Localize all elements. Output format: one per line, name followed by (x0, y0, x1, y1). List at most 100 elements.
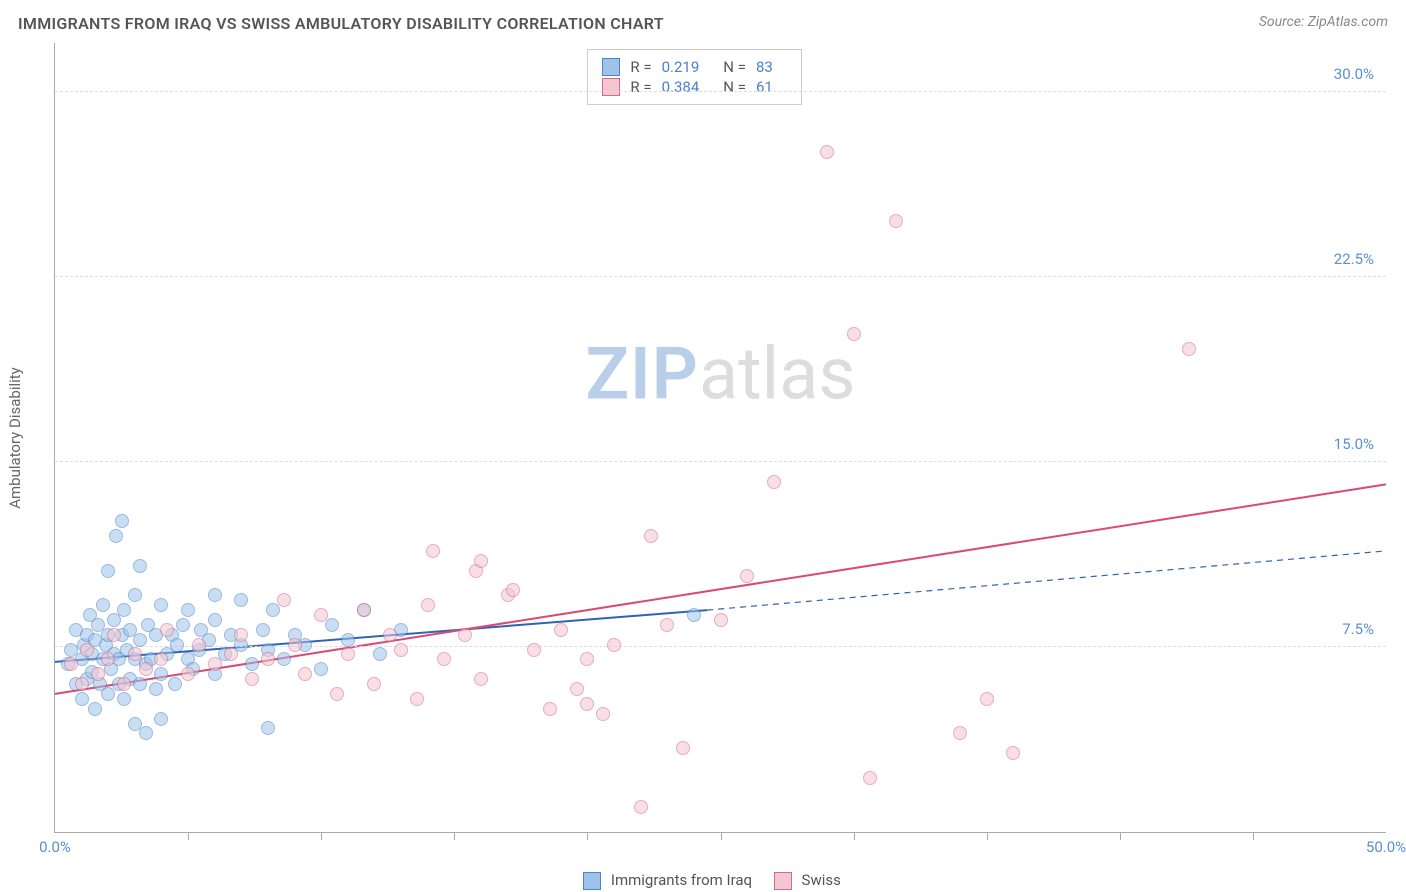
data-point (953, 726, 967, 740)
data-point (149, 682, 163, 696)
data-point (133, 677, 147, 691)
trend-lines (55, 43, 1386, 832)
data-point (128, 647, 142, 661)
data-point (170, 638, 184, 652)
watermark: ZIPatlas (585, 332, 855, 417)
data-point (980, 692, 994, 706)
data-point (154, 598, 168, 612)
data-point (889, 214, 903, 228)
data-point (634, 800, 648, 814)
data-point (437, 652, 451, 666)
data-point (139, 726, 153, 740)
chart-title: IMMIGRANTS FROM IRAQ VS SWISS AMBULATORY… (18, 14, 664, 33)
gridline (55, 91, 1386, 92)
data-point (298, 667, 312, 681)
data-point (75, 692, 89, 706)
y-tick-label: 30.0% (1334, 65, 1374, 83)
data-point (154, 712, 168, 726)
data-point (234, 593, 248, 607)
data-point (133, 559, 147, 573)
data-point (107, 628, 121, 642)
x-tick-label: 50.0% (1366, 838, 1406, 856)
data-point (115, 514, 129, 528)
data-point (117, 603, 131, 617)
swatch-iraq (602, 58, 620, 76)
data-point (109, 529, 123, 543)
data-point (208, 613, 222, 627)
x-tick (1253, 832, 1254, 840)
n-value-iraq: 83 (756, 58, 773, 76)
data-point (139, 662, 153, 676)
n-value-swiss: 61 (756, 78, 773, 96)
data-point (181, 603, 195, 617)
watermark-atlas: atlas (699, 332, 856, 417)
data-point (245, 672, 259, 686)
gridline (55, 276, 1386, 277)
data-point (426, 544, 440, 558)
data-point (75, 677, 89, 691)
header-row: IMMIGRANTS FROM IRAQ VS SWISS AMBULATORY… (0, 0, 1406, 37)
data-point (527, 643, 541, 657)
data-point (341, 633, 355, 647)
data-point (1182, 342, 1196, 356)
data-point (117, 692, 131, 706)
data-point (474, 554, 488, 568)
data-point (80, 643, 94, 657)
gridline (55, 646, 1386, 647)
data-point (421, 598, 435, 612)
data-point (256, 623, 270, 637)
data-point (133, 633, 147, 647)
data-point (676, 741, 690, 755)
legend-row-swiss: R = 0.384 N = 61 (602, 78, 786, 96)
data-point (596, 707, 610, 721)
r-value-swiss: 0.384 (662, 78, 700, 96)
data-point (580, 652, 594, 666)
footer-legend: Immigrants from Iraq Swiss (0, 871, 1406, 890)
data-point (458, 628, 472, 642)
data-point (245, 657, 259, 671)
watermark-zip: ZIP (585, 332, 698, 417)
data-point (687, 608, 701, 622)
x-tick (321, 832, 322, 840)
data-point (410, 692, 424, 706)
data-point (224, 647, 238, 661)
data-point (277, 593, 291, 607)
data-point (181, 667, 195, 681)
data-point (341, 647, 355, 661)
source-attribution: Source: ZipAtlas.com (1259, 14, 1388, 30)
data-point (847, 327, 861, 341)
data-point (101, 564, 115, 578)
r-label: R = (630, 58, 651, 76)
legend-row-iraq: R = 0.219 N = 83 (602, 58, 786, 76)
x-tick (188, 832, 189, 840)
y-tick-label: 15.0% (1334, 435, 1374, 453)
data-point (740, 569, 754, 583)
data-point (644, 529, 658, 543)
x-tick (1120, 832, 1121, 840)
data-point (330, 687, 344, 701)
r-value-iraq: 0.219 (662, 58, 700, 76)
x-tick-label: 0.0% (39, 838, 71, 856)
footer-swatch-iraq (583, 872, 601, 890)
footer-swatch-swiss (774, 872, 792, 890)
data-point (314, 662, 328, 676)
data-point (394, 643, 408, 657)
data-point (192, 638, 206, 652)
data-point (820, 145, 834, 159)
n-label: N = (723, 78, 746, 96)
x-tick (721, 832, 722, 840)
data-point (154, 667, 168, 681)
data-point (314, 608, 328, 622)
correlation-legend: R = 0.219 N = 83 R = 0.384 N = 61 (587, 49, 801, 105)
x-tick (587, 832, 588, 840)
data-point (357, 603, 371, 617)
data-point (261, 721, 275, 735)
data-point (863, 771, 877, 785)
data-point (1006, 746, 1020, 760)
r-label: R = (630, 78, 651, 96)
data-point (288, 638, 302, 652)
data-point (373, 647, 387, 661)
data-point (607, 638, 621, 652)
data-point (714, 613, 728, 627)
y-tick-label: 22.5% (1334, 250, 1374, 268)
